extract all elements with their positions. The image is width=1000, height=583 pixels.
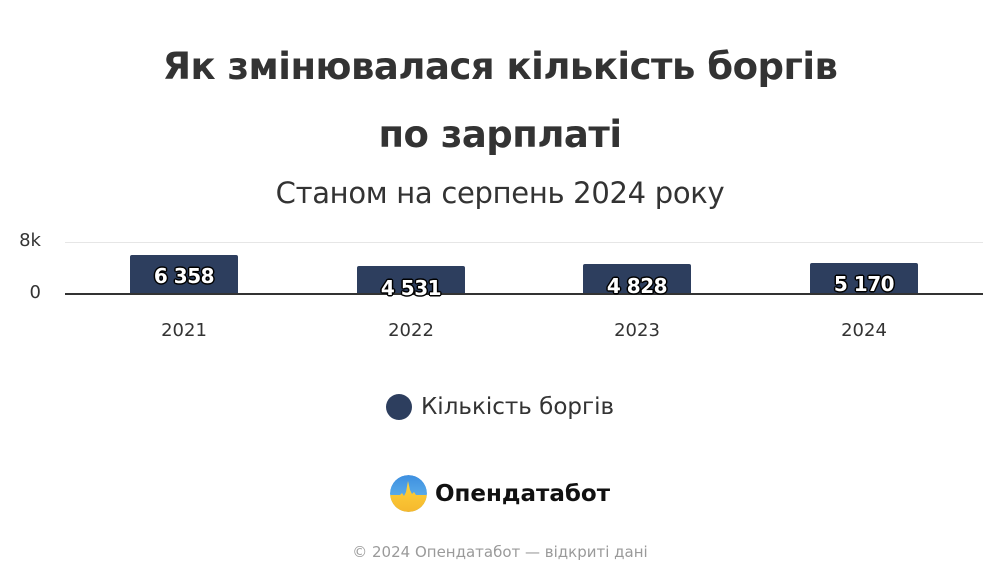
data-label-2021: 6 358 — [153, 264, 215, 288]
brand-name: Опендатабот — [434, 480, 611, 507]
legend-label: Кількість боргів — [420, 394, 615, 420]
chart-title-line-2: по зарплаті — [378, 113, 622, 156]
x-tick-2022: 2022 — [388, 320, 434, 341]
chart-subtitle: Станом на серпень 2024 року — [275, 176, 725, 210]
data-label-2022: 4 531 — [380, 276, 442, 300]
y-tick-0: 0 — [29, 282, 41, 303]
x-tick-2023: 2023 — [614, 320, 660, 341]
bar-2023[interactable] — [583, 264, 691, 294]
bar-2021[interactable] — [130, 255, 238, 294]
data-label-2023: 4 828 — [606, 274, 668, 298]
chart-title-line-1: Як змінювалася кількість боргів — [162, 45, 838, 88]
y-tick-8k: 8k — [19, 230, 41, 251]
footer-copyright: © 2024 Опендатабот — відкриті дані — [352, 543, 648, 561]
legend-item-kilkist-borhiv[interactable]: Кількість боргів — [385, 394, 615, 420]
brand: Опендатабот — [0, 475, 1000, 512]
legend-circle-icon — [385, 394, 412, 420]
x-tick-2021: 2021 — [161, 320, 207, 341]
gridline-8k — [65, 242, 983, 243]
data-label-2024: 5 170 — [833, 272, 895, 296]
opendatabot-logo-icon — [389, 475, 427, 512]
x-tick-2024: 2024 — [841, 320, 887, 341]
x-axis-line — [65, 293, 983, 295]
legend: Кількість боргів — [0, 394, 1000, 420]
bar-2024[interactable] — [810, 263, 918, 294]
bar-2022[interactable] — [357, 266, 465, 294]
